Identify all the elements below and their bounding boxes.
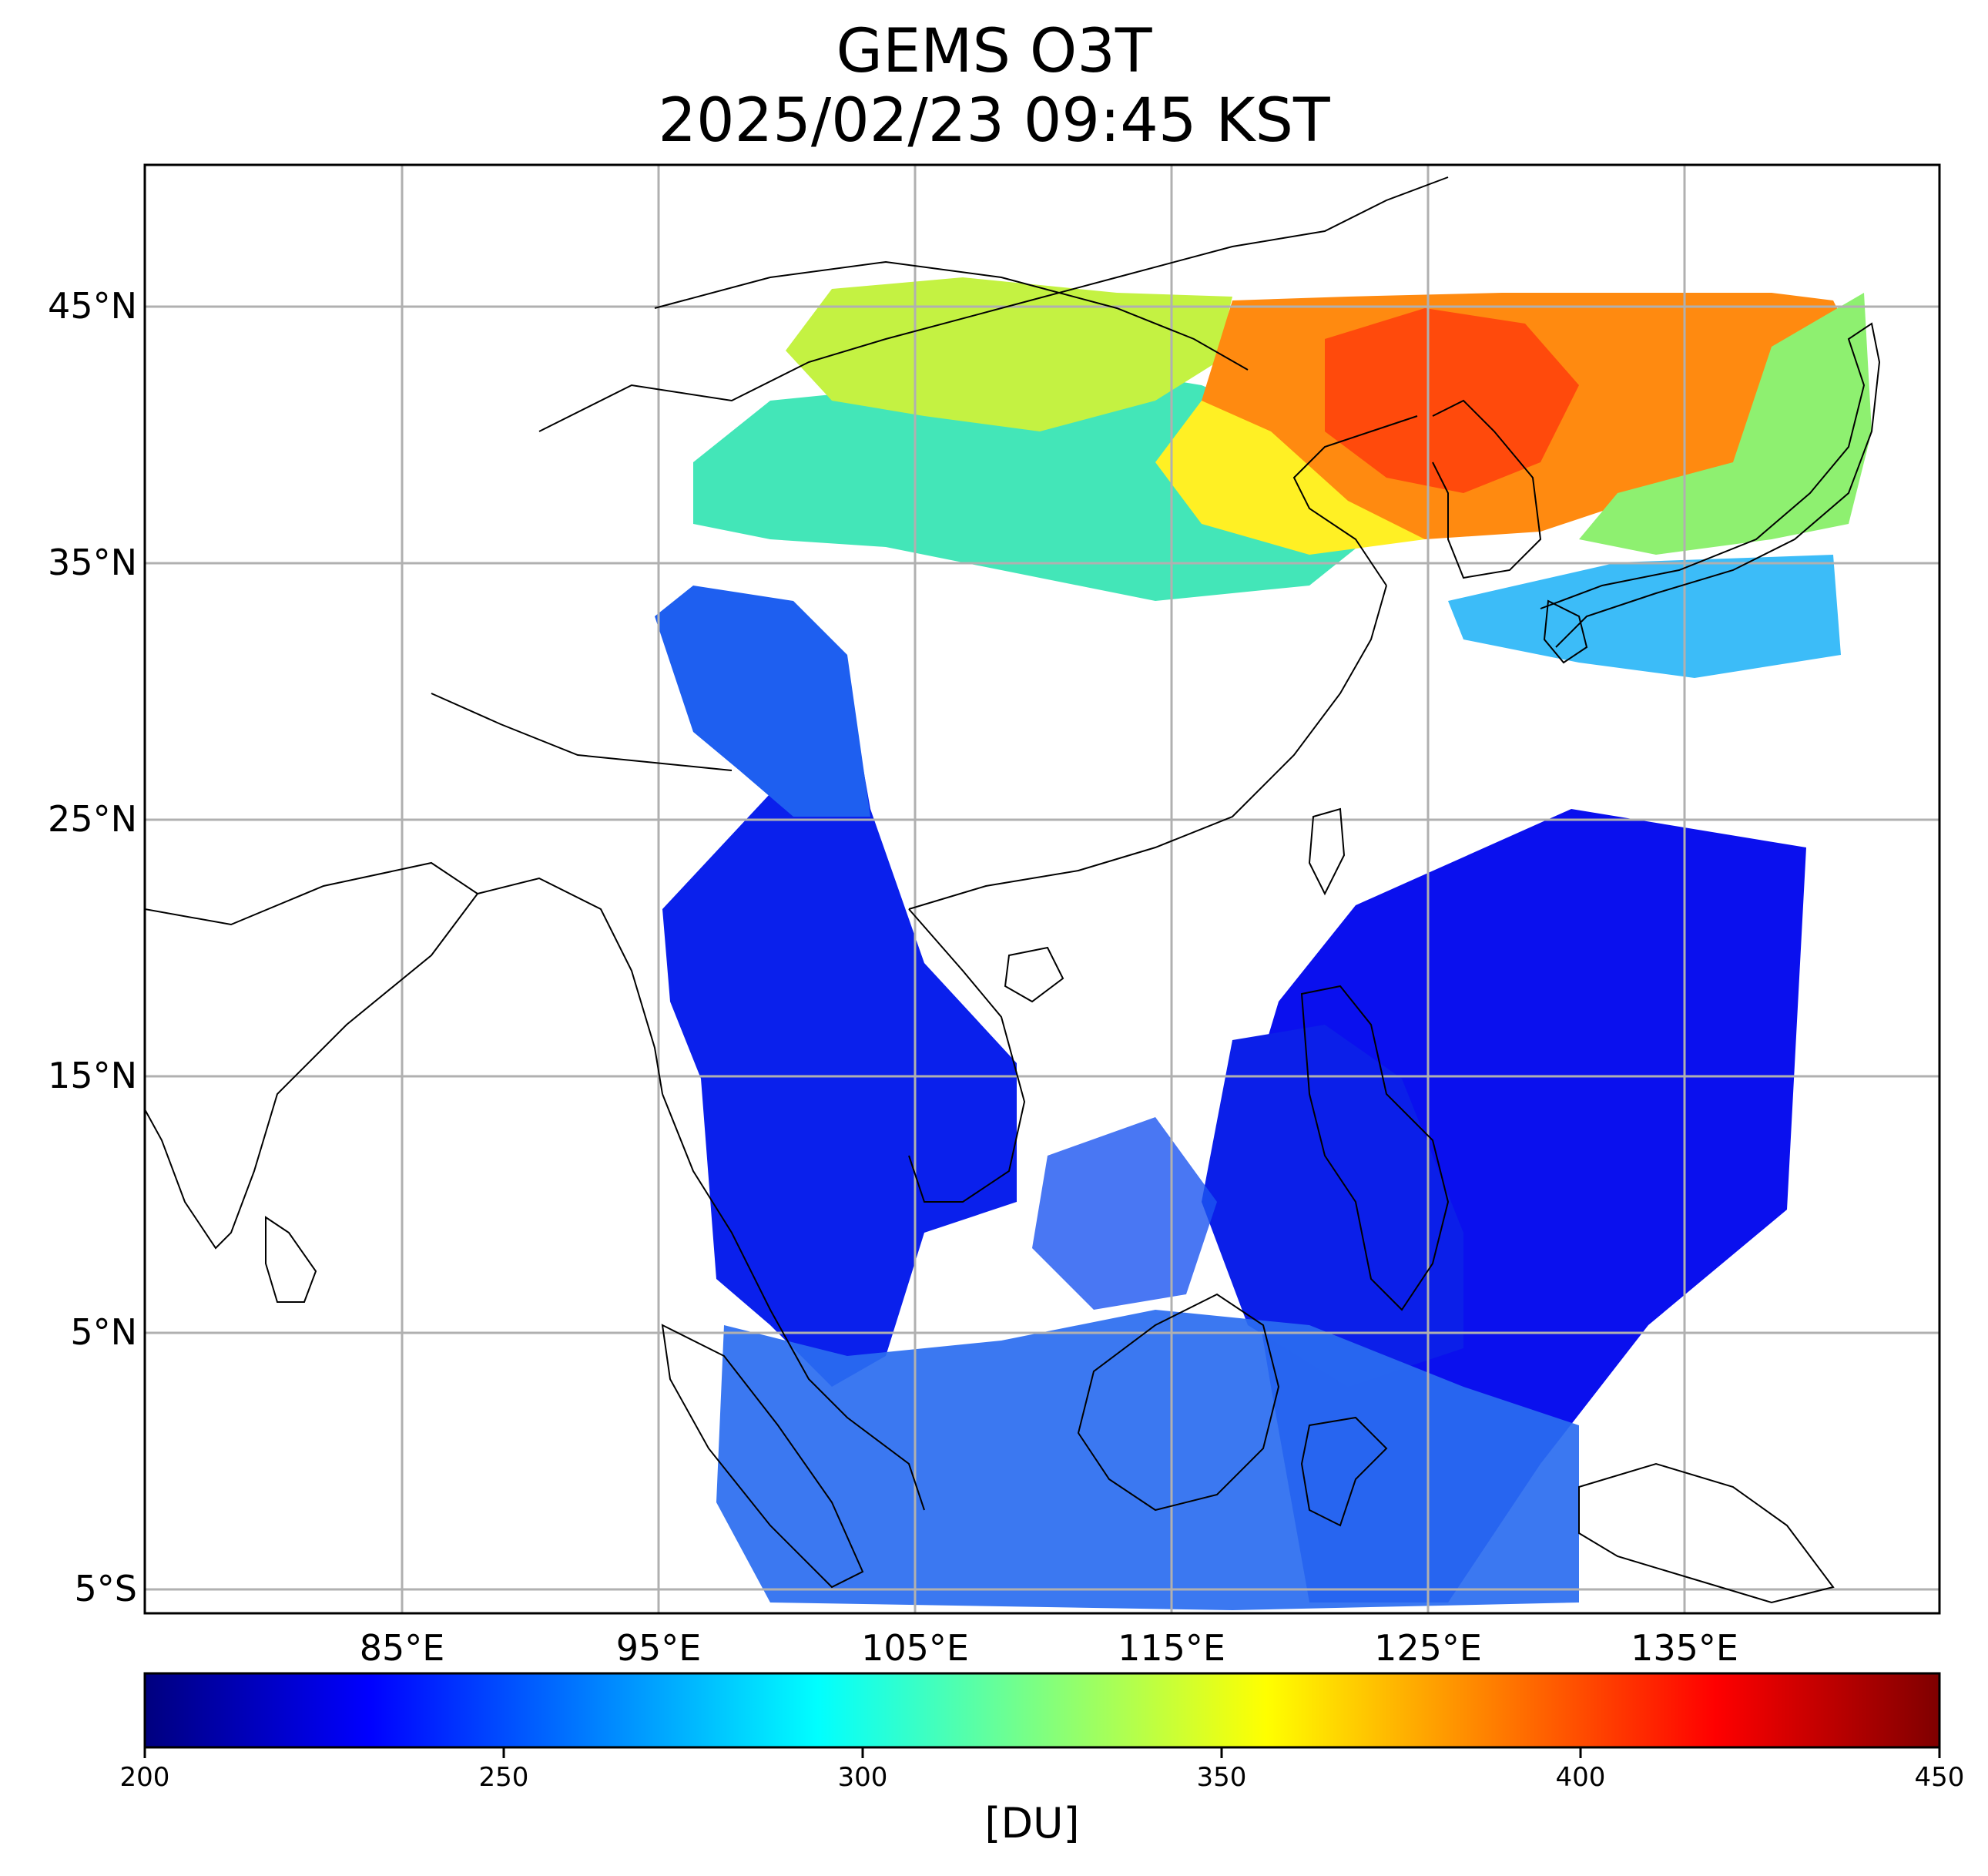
data-region-japan-north <box>1579 293 1872 555</box>
colorbar-ticks <box>143 1747 1941 1758</box>
coast-sri-lanka <box>265 1216 317 1303</box>
data-region-indonesia <box>716 1310 1579 1610</box>
coastlines <box>145 176 1881 1604</box>
data-region-yellow-belt <box>1155 401 1425 555</box>
coast-japan <box>1540 322 1881 648</box>
coast-bay-of-bengal <box>477 877 663 1095</box>
colorbar-tick-250: 250 <box>478 1762 529 1793</box>
colorbar-tick-300: 300 <box>837 1762 888 1793</box>
data-region-scs <box>1032 1117 1217 1310</box>
border-china-west <box>538 176 1449 432</box>
colorbar-tick-350: 350 <box>1196 1762 1247 1793</box>
coast-india <box>145 861 479 1250</box>
lat-label-5n: 5°N <box>70 1311 137 1353</box>
lat-label-45n: 45°N <box>48 285 137 327</box>
lon-label-95e: 95°E <box>615 1627 702 1669</box>
colorbar <box>143 1672 1941 1749</box>
data-region-japan-south <box>1448 555 1841 678</box>
coast-sulawesi <box>1300 1416 1388 1527</box>
lon-label-115e: 115°E <box>1118 1627 1225 1669</box>
data-region-mongolia <box>786 277 1232 431</box>
map-frame <box>143 163 1941 1615</box>
lon-label-85e: 85°E <box>359 1627 445 1669</box>
lon-label-105e: 105°E <box>861 1627 969 1669</box>
lat-label-15n: 15°N <box>48 1055 137 1096</box>
colorbar-unit-label: [DU] <box>984 1799 1080 1847</box>
coast-sumatra <box>661 1324 864 1589</box>
border-himalaya <box>431 693 733 771</box>
data-region-tibet <box>655 586 870 817</box>
chart-title-line1: GEMS O3T <box>836 17 1152 86</box>
colorbar-tick-400: 400 <box>1555 1762 1606 1793</box>
coast-korea <box>1432 399 1542 579</box>
coast-china-north <box>1292 415 1418 586</box>
colorbar-tick-450: 450 <box>1914 1762 1965 1793</box>
lon-label-135e: 135°E <box>1631 1627 1738 1669</box>
data-region-philippines <box>1202 1025 1463 1387</box>
data-region-korea-core <box>1325 308 1579 493</box>
colorbar-tick-200: 200 <box>119 1762 170 1793</box>
coast-kyushu <box>1543 599 1588 664</box>
chart-title-line2: 2025/02/23 09:45 KST <box>658 86 1330 156</box>
coast-hainan <box>1004 946 1064 1003</box>
lat-label-5s: 5°S <box>74 1568 137 1609</box>
coast-taiwan <box>1308 807 1346 896</box>
coast-new-guinea <box>1578 1462 1835 1604</box>
lon-label-125e: 125°E <box>1374 1627 1482 1669</box>
coast-borneo <box>1077 1293 1280 1512</box>
gridlines <box>145 165 1939 1613</box>
coast-indochina <box>908 908 1026 1203</box>
border-mongolia <box>654 260 1249 371</box>
ozone-data-layer <box>655 277 1872 1610</box>
coast-china-south <box>908 585 1387 910</box>
coast-malay <box>662 1093 925 1511</box>
coast-philippines <box>1300 985 1450 1311</box>
lat-label-35n: 35°N <box>48 542 137 583</box>
lat-label-25n: 25°N <box>48 798 137 840</box>
